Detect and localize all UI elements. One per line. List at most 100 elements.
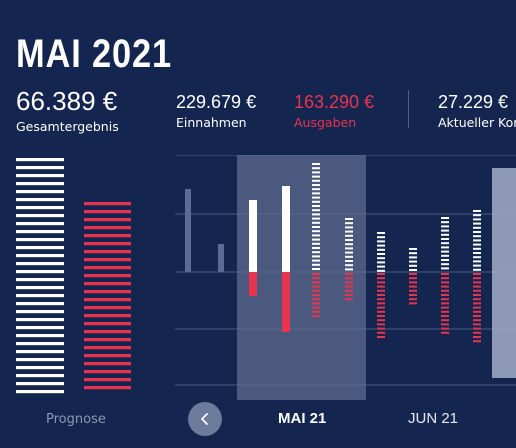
forecast-income-tick [377, 240, 385, 243]
forecast-expense-tick [312, 289, 320, 292]
forecast-income-tick [312, 209, 320, 212]
forecast-income-tick [441, 242, 449, 245]
forecast-income-stripe [16, 270, 64, 274]
forecast-expense-tick [441, 285, 449, 288]
forecast-income-stripe [16, 390, 64, 394]
forecast-income-stripe [16, 198, 64, 202]
forecast-expense-tick [377, 273, 385, 275]
forecast-income-tick [345, 247, 353, 250]
forecast-income-tick [345, 239, 353, 241]
forecast-expense-stripe [84, 338, 131, 342]
forecast-expense-tick [345, 277, 353, 280]
forecast-expense-tick [377, 315, 385, 317]
kpi-income: 229.679 € Einnahmen [176, 92, 256, 130]
forecast-income-tick [377, 244, 385, 247]
forecast-income-tick [473, 260, 481, 263]
monthly-chart[interactable] [175, 155, 516, 400]
forecast-expense-tick [409, 294, 417, 296]
forecast-income-stripe [16, 302, 64, 306]
forecast-income-tick [345, 218, 353, 220]
forecast-expense-tick [441, 319, 449, 322]
forecast-income-tick [312, 230, 320, 233]
previous-month-button[interactable] [188, 402, 222, 436]
forecast-expense-stripe [84, 330, 131, 334]
forecast-expense-tick [441, 289, 449, 292]
forecast-income-tick [473, 235, 481, 238]
forecast-expense-tick [345, 289, 353, 292]
forecast-income-tick [312, 247, 320, 249]
forecast-income-tick [441, 225, 449, 228]
expense-bar [249, 272, 257, 296]
forecast-expense-stripe [84, 290, 131, 294]
forecast-income-tick [312, 221, 320, 224]
month-tab-may[interactable]: MAI 21 [278, 410, 327, 427]
forecast-income-stripe [16, 382, 64, 386]
forecast-expense-tick [312, 310, 320, 313]
forecast-income-tick [312, 184, 320, 186]
forecast-income-tick [377, 257, 385, 260]
month-tab-june[interactable]: JUN 21 [408, 410, 459, 427]
forecast-label: Prognose [46, 412, 106, 427]
forecast-income-tick [312, 205, 320, 207]
forecast-income-tick [473, 264, 481, 267]
forecast-income-tick [473, 256, 481, 259]
forecast-income-tick [377, 232, 385, 234]
forecast-expense-tick [441, 306, 449, 309]
forecast-income-tick [377, 253, 385, 255]
forecast-income-stripe [16, 310, 64, 314]
forecast-income-stripe [16, 190, 64, 194]
forecast-income-tick [441, 233, 449, 236]
forecast-chart [16, 158, 131, 394]
kpi-expense: 163.290 € Ausgaben [294, 92, 374, 130]
forecast-expense-tick [473, 336, 481, 338]
forecast-expense-tick [345, 298, 353, 301]
forecast-expense-tick [473, 273, 481, 275]
forecast-expense-tick [312, 285, 320, 288]
forecast-expense-stripe [84, 274, 131, 278]
forecast-income-stripe [16, 326, 64, 330]
forecast-expense-tick [473, 327, 481, 330]
forecast-expense-tick [473, 315, 481, 317]
forecast-income-stripe [16, 254, 64, 258]
forecast-expense-tick [312, 273, 320, 275]
forecast-expense-tick [473, 319, 481, 322]
forecast-expense-tick [473, 285, 481, 288]
forecast-income-tick [312, 255, 320, 258]
forecast-income-tick [312, 171, 320, 174]
forecast-expense-tick [377, 285, 385, 288]
forecast-expense-tick [441, 294, 449, 296]
forecast-expense-stripe [84, 234, 131, 238]
kpi-account-balance: 27.229 € Aktueller Kontostand [438, 92, 516, 130]
forecast-expense-tick [473, 277, 481, 280]
forecast-income-stripe [16, 366, 64, 370]
forecast-income-tick [377, 265, 385, 268]
forecast-income-tick [312, 234, 320, 237]
forecast-expense-stripe [84, 322, 131, 326]
expense-label: Ausgaben [294, 115, 357, 130]
forecast-expense-tick [441, 273, 449, 275]
forecast-income-stripe [16, 214, 64, 218]
total-result-value: 66.389 € [16, 86, 118, 116]
income-bar [249, 200, 257, 272]
forecast-income-tick [409, 256, 417, 259]
forecast-income-tick [345, 255, 353, 258]
forecast-income-tick [441, 250, 449, 253]
forecast-income-tick [409, 264, 417, 267]
forecast-expense-tick [345, 294, 353, 296]
forecast-expense-tick [312, 294, 320, 296]
forecast-expense-stripe [84, 202, 131, 206]
forecast-income-stripe [16, 286, 64, 290]
forecast-income-tick [312, 217, 320, 220]
forecast-expense-tick [312, 298, 320, 301]
forecast-expense-tick [377, 319, 385, 322]
forecast-income-stripe [16, 262, 64, 266]
forecast-income-tick [441, 254, 449, 257]
forecast-expense-stripe [84, 242, 131, 246]
forecast-income-tick [312, 242, 320, 245]
next-month-panel-edge [492, 168, 516, 378]
forecast-income-tick [312, 200, 320, 203]
account-balance-label: Aktueller Kontostand [438, 115, 516, 130]
forecast-income-tick [345, 230, 353, 233]
forecast-expense-tick [473, 298, 481, 301]
